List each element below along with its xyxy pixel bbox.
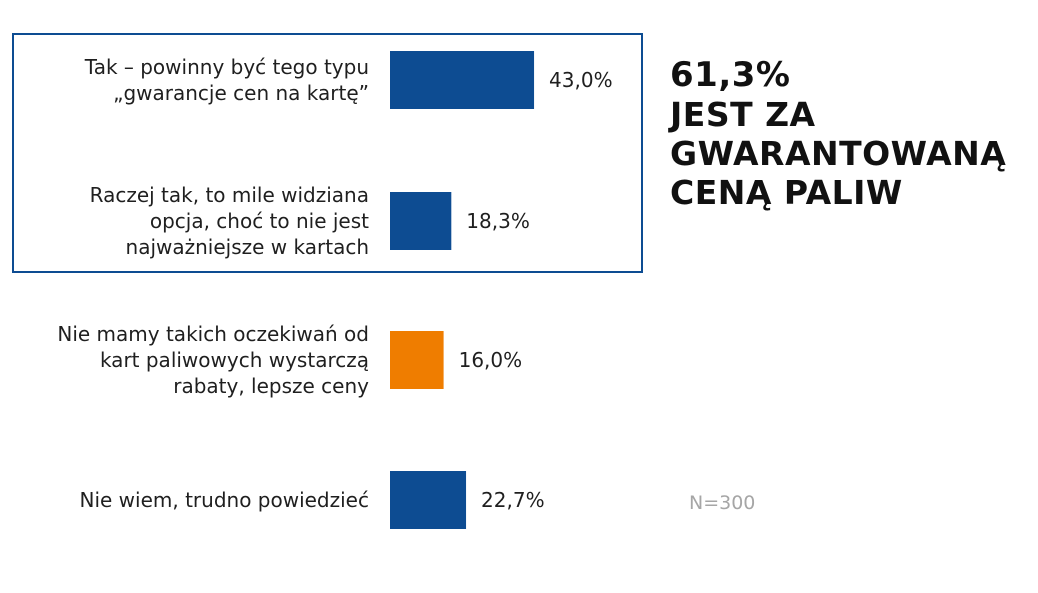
category-label-4: Nie wiem, trudno powiedzieć [79,488,369,512]
category-label-2: Raczej tak, to mile widziana opcja, choć … [90,183,370,259]
value-label-3: 16,0% [459,348,523,372]
value-label-1: 43,0% [549,68,613,92]
category-label-3: Nie mamy takich oczekiwań od kart paliwow… [57,322,369,398]
bar-1 [390,51,535,109]
bar-4 [390,471,467,529]
headline-line-1: JEST ZA [670,95,816,134]
bar-3 [390,331,444,389]
sample-size-note: N=300 [689,492,756,514]
headline-percent: 61,3% [670,55,791,95]
category-label-1: Tak – powinny być tego typu „gwarancje ce… [84,55,369,105]
bar-2 [390,192,452,250]
headline-line-2: GWARANTOWANĄ [670,134,1007,173]
value-label-4: 22,7% [481,488,545,512]
highlight-box [12,33,643,273]
headline-line-3: CENĄ PALIW [670,173,903,212]
value-label-2: 18,3% [466,209,530,233]
headline: 61,3% JEST ZA GWARANTOWANĄ CENĄ PALIW [670,55,1007,213]
